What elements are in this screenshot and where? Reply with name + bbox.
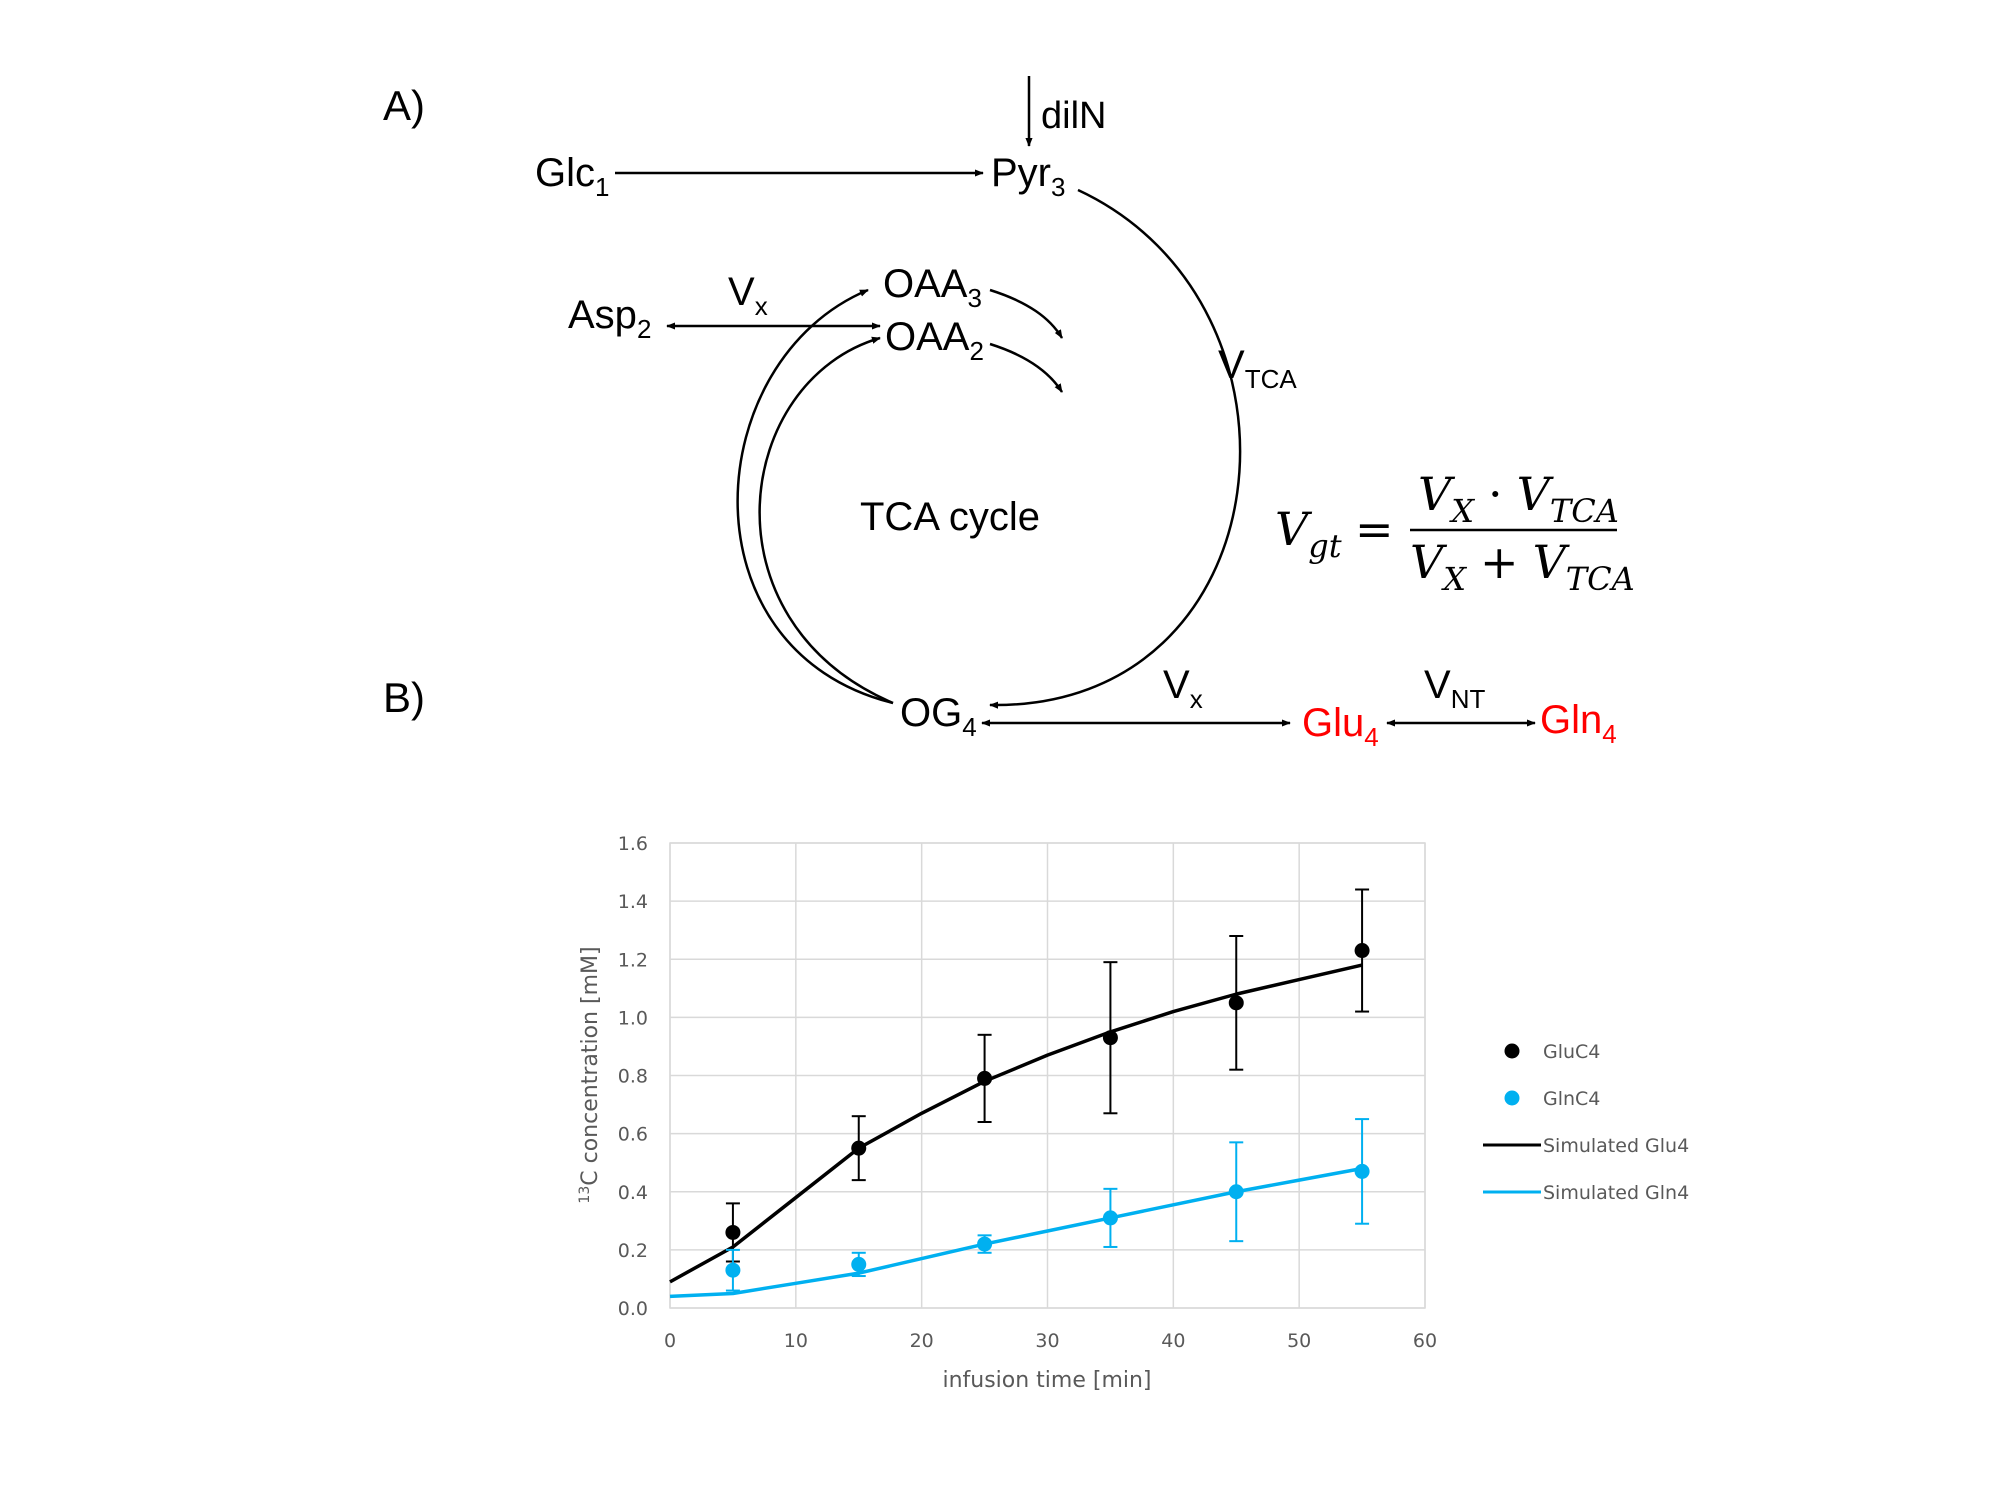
data-point-gluc4 [851,1140,867,1156]
data-point-glnc4 [725,1262,741,1278]
label-diln: dilN [1041,95,1106,137]
series-layer [669,888,1370,1299]
arrow-oaa2-cycle [989,342,1064,393]
node-glu: Glu4 [1302,701,1379,752]
label-vtca: VTCA [1218,343,1297,394]
panel-label-a: A) [383,82,425,129]
legend-marker-glnc4 [1504,1090,1520,1106]
label-vx-bottom: Vx [1163,663,1203,714]
y-tick-label: 0.4 [618,1182,648,1204]
y-tick-label: 1.4 [618,891,648,913]
equation-numerator: VX · VTCA [1418,467,1619,530]
legend: GluC4 GlnC4 Simulated Glu4 Simulated Gln… [1483,1041,1689,1204]
legend-label-sim-gln4: Simulated Gln4 [1543,1182,1689,1204]
x-tick-label: 40 [1161,1330,1185,1352]
series-line-simulated-glu4 [669,963,1363,1284]
data-point-glnc4 [977,1236,993,1252]
node-asp: Asp2 [568,293,651,344]
legend-label-sim-glu4: Simulated Glu4 [1543,1135,1689,1157]
node-glc: Glc1 [535,151,609,202]
x-tick-label: 0 [664,1330,676,1352]
legend-marker-gluc4 [1504,1043,1520,1059]
y-tick-label: 1.2 [618,949,648,971]
equation-equals: = [1355,502,1394,556]
label-tca-cycle: TCA cycle [860,495,1040,539]
node-gln: Gln4 [1540,698,1617,749]
legend-label-glnc4: GlnC4 [1543,1088,1600,1110]
arc-og-oaa3 [736,288,894,705]
node-og: OG4 [900,691,977,742]
data-point-gluc4 [1354,943,1370,959]
data-point-gluc4 [725,1224,741,1240]
data-point-glnc4 [851,1256,867,1272]
concentration-chart: 0.0 0.2 0.4 0.6 0.8 1.0 1.2 1.4 1.6 0 10 20 30 40 50 60… [577,833,1689,1393]
x-tick-label: 20 [910,1330,934,1352]
data-point-gluc4 [977,1070,993,1086]
data-point-glnc4 [1102,1210,1118,1226]
x-tick-label: 60 [1413,1330,1437,1352]
node-pyr: Pyr3 [991,151,1065,202]
y-tick-label: 0.8 [618,1066,648,1088]
panel-label-b: B) [383,674,425,721]
data-point-glnc4 [1354,1163,1370,1179]
node-oaa2: OAA2 [885,315,984,366]
series-line-simulated-gln4 [669,1166,1363,1299]
arc-vtca [989,188,1242,709]
y-axis-title: 13C concentration [mM] [577,946,603,1203]
arc-og-oaa2 [758,336,894,705]
y-tick-label: 1.0 [618,1007,648,1029]
y-tick-label: 1.6 [618,833,648,855]
equation-denominator: VX + VTCA [1410,535,1635,598]
y-tick-label: 0.0 [618,1298,648,1320]
x-tick-label: 50 [1287,1330,1311,1352]
data-point-glnc4 [1228,1184,1244,1200]
metabolic-diagram: Glc1 Pyr3 dilN VTCA Asp2 Vx OAA3 OAA2 TC… [535,76,1617,752]
label-vnt: VNT [1424,663,1485,714]
node-oaa3: OAA3 [883,262,982,313]
legend-label-gluc4: GluC4 [1543,1041,1600,1063]
y-tick-label: 0.2 [618,1240,648,1262]
equation-lhs: Vgt [1275,502,1342,565]
x-tick-label: 10 [784,1330,808,1352]
arrow-oaa3-cycle [989,288,1064,339]
y-tick-label: 0.6 [618,1124,648,1146]
x-axis-title: infusion time [min] [942,1368,1151,1393]
equation-vgt: Vgt = VX · VTCA VX + VTCA [1275,467,1635,598]
tick-labels: 0.0 0.2 0.4 0.6 0.8 1.0 1.2 1.4 1.6 0 10 20 30 40 50 60 [618,833,1437,1352]
data-point-gluc4 [1102,1030,1118,1046]
x-tick-label: 30 [1035,1330,1059,1352]
label-vx-top: Vx [728,270,768,321]
data-point-gluc4 [1228,995,1244,1011]
